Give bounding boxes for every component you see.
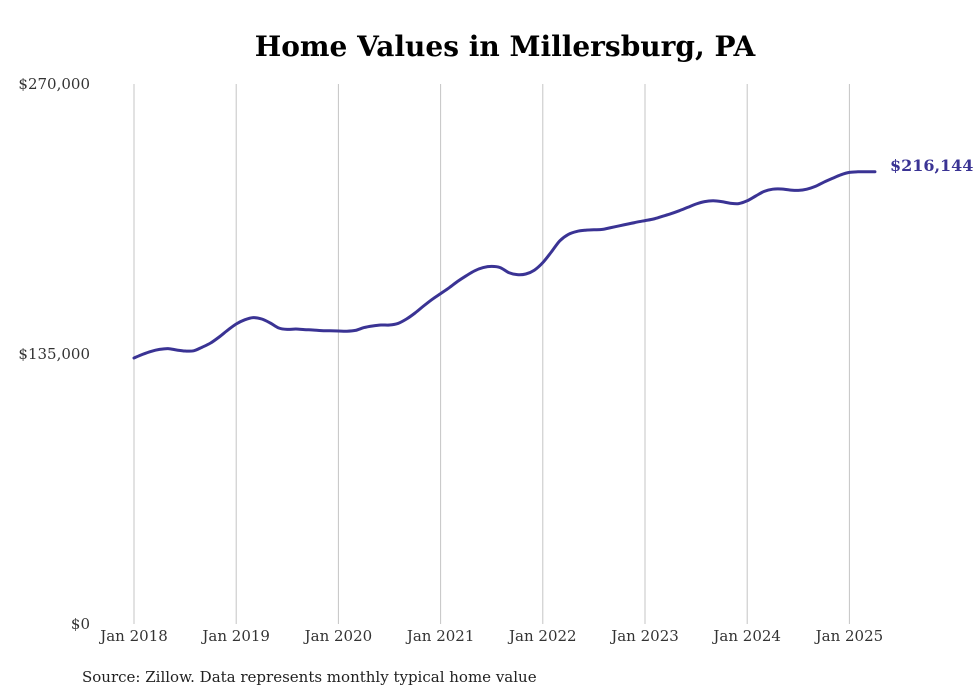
series-line [132,170,877,360]
x-tick-label: Jan 2023 [609,627,679,645]
x-tick-label: Jan 2018 [98,627,168,645]
x-tick-label: Jan 2024 [711,627,781,645]
gridlines [133,84,850,624]
x-tick-label: Jan 2019 [200,627,270,645]
y-axis-ticks: $0 $135,000 $270,000 [18,75,90,633]
x-tick-label: Jan 2021 [405,627,475,645]
x-tick-label: Jan 2020 [303,627,373,645]
y-tick-label: $135,000 [18,345,90,363]
x-axis-ticks: Jan 2018 Jan 2019 Jan 2020 Jan 2021 Jan 2022… [98,627,883,645]
end-value-label: $216,144 [890,156,974,175]
x-tick-label: Jan 2022 [507,627,577,645]
line-chart: $0$135,000$270,000 Jan 2018 Jan 2019 Jan 2… [18,75,974,645]
y-tick-label: $0 [71,615,90,633]
chart-title: Home Values in Millersburg, PA [254,30,756,63]
y-tick-label: $270,000 [18,75,90,93]
x-tick-label: Jan 2025 [814,627,884,645]
series-layer: $216,144 [132,156,974,360]
source-note: Source: Zillow. Data represents monthly … [82,668,537,686]
